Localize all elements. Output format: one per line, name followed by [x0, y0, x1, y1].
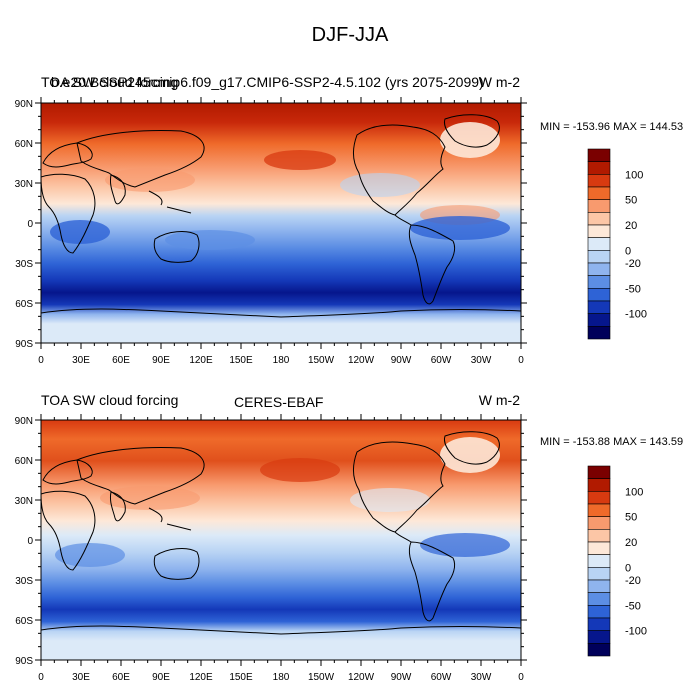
colorbar1-label: 50 — [625, 195, 637, 207]
colorbar1-swatch — [587, 300, 611, 314]
colorbar2-swatch — [587, 478, 611, 492]
panel1-xtick-label: 150E — [229, 355, 253, 366]
panel1-minmax: MIN = -153.96 MAX = 144.53 — [540, 121, 684, 133]
panel2-xtick-label: 150E — [229, 672, 253, 683]
colorbar1-swatch — [587, 199, 611, 213]
colorbar1-label: 100 — [625, 169, 643, 181]
colorbar2-swatch — [587, 605, 611, 619]
colorbar2-label: 50 — [625, 512, 637, 524]
panel2-ytick-label: 0 — [27, 536, 33, 547]
colorbar1-swatch — [587, 161, 611, 175]
colorbar2-swatch — [587, 503, 611, 517]
panel1-ytick-label: 30N — [15, 179, 33, 190]
colorbar1-swatch — [587, 326, 611, 340]
colorbar2-swatch — [587, 643, 611, 657]
colorbar1-label: 20 — [625, 220, 637, 232]
colorbar2-label: -100 — [625, 626, 647, 638]
colorbar2-label: 0 — [625, 562, 631, 574]
panel2-xtick-label: 30E — [72, 672, 90, 683]
colorbar2-swatch — [587, 529, 611, 543]
panel2-xtick-label: 60E — [112, 672, 130, 683]
colorbar2-label: 100 — [625, 486, 643, 498]
panel1-xtick-label: 90W — [391, 355, 412, 366]
panel1-ytick-label: 60S — [15, 299, 33, 310]
panel1-xtick-label: 0 — [38, 355, 44, 366]
panel1-ytick-label: 90S — [15, 339, 33, 350]
panel1-xtick-label: 60W — [431, 355, 452, 366]
colorbar2-swatch — [587, 617, 611, 631]
colorbar1-swatch — [587, 212, 611, 226]
panel2-units-label: W m-2 — [478, 392, 520, 408]
colorbar1-swatch — [587, 250, 611, 264]
panel1-xtick-label: 30W — [471, 355, 492, 366]
colorbar2-swatch — [587, 491, 611, 505]
panel1-ytick-label: 90N — [15, 99, 33, 110]
panel1-map — [41, 103, 521, 343]
panel1-ytick-label: 30S — [15, 259, 33, 270]
colorbar1-swatch — [587, 313, 611, 327]
colorbar1-label: 0 — [625, 245, 631, 257]
panel2-minmax: MIN = -153.88 MAX = 143.59 — [540, 436, 684, 448]
panel1-ytick-label: 0 — [27, 219, 33, 230]
colorbar2-swatch — [587, 630, 611, 644]
panel2-ytick-label: 30N — [15, 496, 33, 507]
panel1-left-label: TOA SW cloud forcing — [41, 74, 179, 90]
panel1-xtick-label: 150W — [308, 355, 335, 366]
panel2-xtick-label: 120W — [348, 672, 375, 683]
panel2-xtick-label: 0 — [38, 672, 44, 683]
panel1-xtick-label: 30E — [72, 355, 90, 366]
colorbar1-swatch — [587, 186, 611, 200]
panel1-xtick-label: 120E — [189, 355, 213, 366]
panel2-ytick-label: 60N — [15, 456, 33, 467]
panel2-xtick-label: 90E — [152, 672, 170, 683]
panel2-xtick-label: 180 — [273, 672, 290, 683]
panel2-ytick-label: 90S — [15, 656, 33, 667]
panel1-units-label: W m-2 — [478, 74, 520, 90]
colorbar2-label: -20 — [625, 575, 641, 587]
colorbar1-swatch — [587, 224, 611, 238]
colorbar2-swatch — [587, 592, 611, 606]
panel2-xtick-label: 90W — [391, 672, 412, 683]
panel1-xtick-label: 0 — [518, 355, 524, 366]
colorbar2-label: 20 — [625, 537, 637, 549]
panel2-ytick-label: 90N — [15, 416, 33, 427]
colorbar1-swatch — [587, 288, 611, 302]
colorbar1-swatch — [587, 262, 611, 276]
colorbar2-swatch — [587, 567, 611, 581]
figure-title: DJF-JJA — [311, 24, 389, 46]
colorbar2-label: -50 — [625, 600, 641, 612]
colorbar2-swatch — [587, 554, 611, 568]
panel2-xtick-label: 120E — [189, 672, 213, 683]
colorbar2-swatch — [587, 579, 611, 593]
panel2-xtick-label: 0 — [518, 672, 524, 683]
panel1-xtick-label: 60E — [112, 355, 130, 366]
panel2-ytick-label: 30S — [15, 576, 33, 587]
panel2-xtick-label: 150W — [308, 672, 335, 683]
colorbar1-label: -100 — [625, 309, 647, 321]
panel1-left-overlay-label: b.e20.BSSP245cmip6.f09_g17.CMIP6-SSP2-4.… — [51, 74, 484, 90]
colorbar2-swatch — [587, 541, 611, 555]
panel2-xtick-label: 30W — [471, 672, 492, 683]
colorbar1-swatch — [587, 174, 611, 188]
colorbar2-swatch — [587, 465, 611, 479]
panel1-xtick-label: 120W — [348, 355, 375, 366]
panel2-center-label: CERES-EBAF — [234, 394, 324, 410]
axes-layer: 0 30E 60E 90E 120E 150E 180 150W 120W 90W 60W 30W 09… — [15, 97, 527, 683]
panel1-ytick-label: 60N — [15, 139, 33, 150]
panel2-xtick-label: 60W — [431, 672, 452, 683]
panel2-ytick-label: 60S — [15, 616, 33, 627]
panel1-xtick-label: 90E — [152, 355, 170, 366]
colorbar1-swatch — [587, 237, 611, 251]
panel2-left-label: TOA SW cloud forcing — [41, 392, 179, 408]
colorbar1-label: -20 — [625, 258, 641, 270]
colorbar2-swatch — [587, 516, 611, 530]
colorbar1-swatch — [587, 148, 611, 162]
colorbar1-swatch — [587, 275, 611, 289]
panel1-xtick-label: 180 — [273, 355, 290, 366]
colorbar1-label: -50 — [625, 283, 641, 295]
panel2-map — [41, 420, 521, 660]
